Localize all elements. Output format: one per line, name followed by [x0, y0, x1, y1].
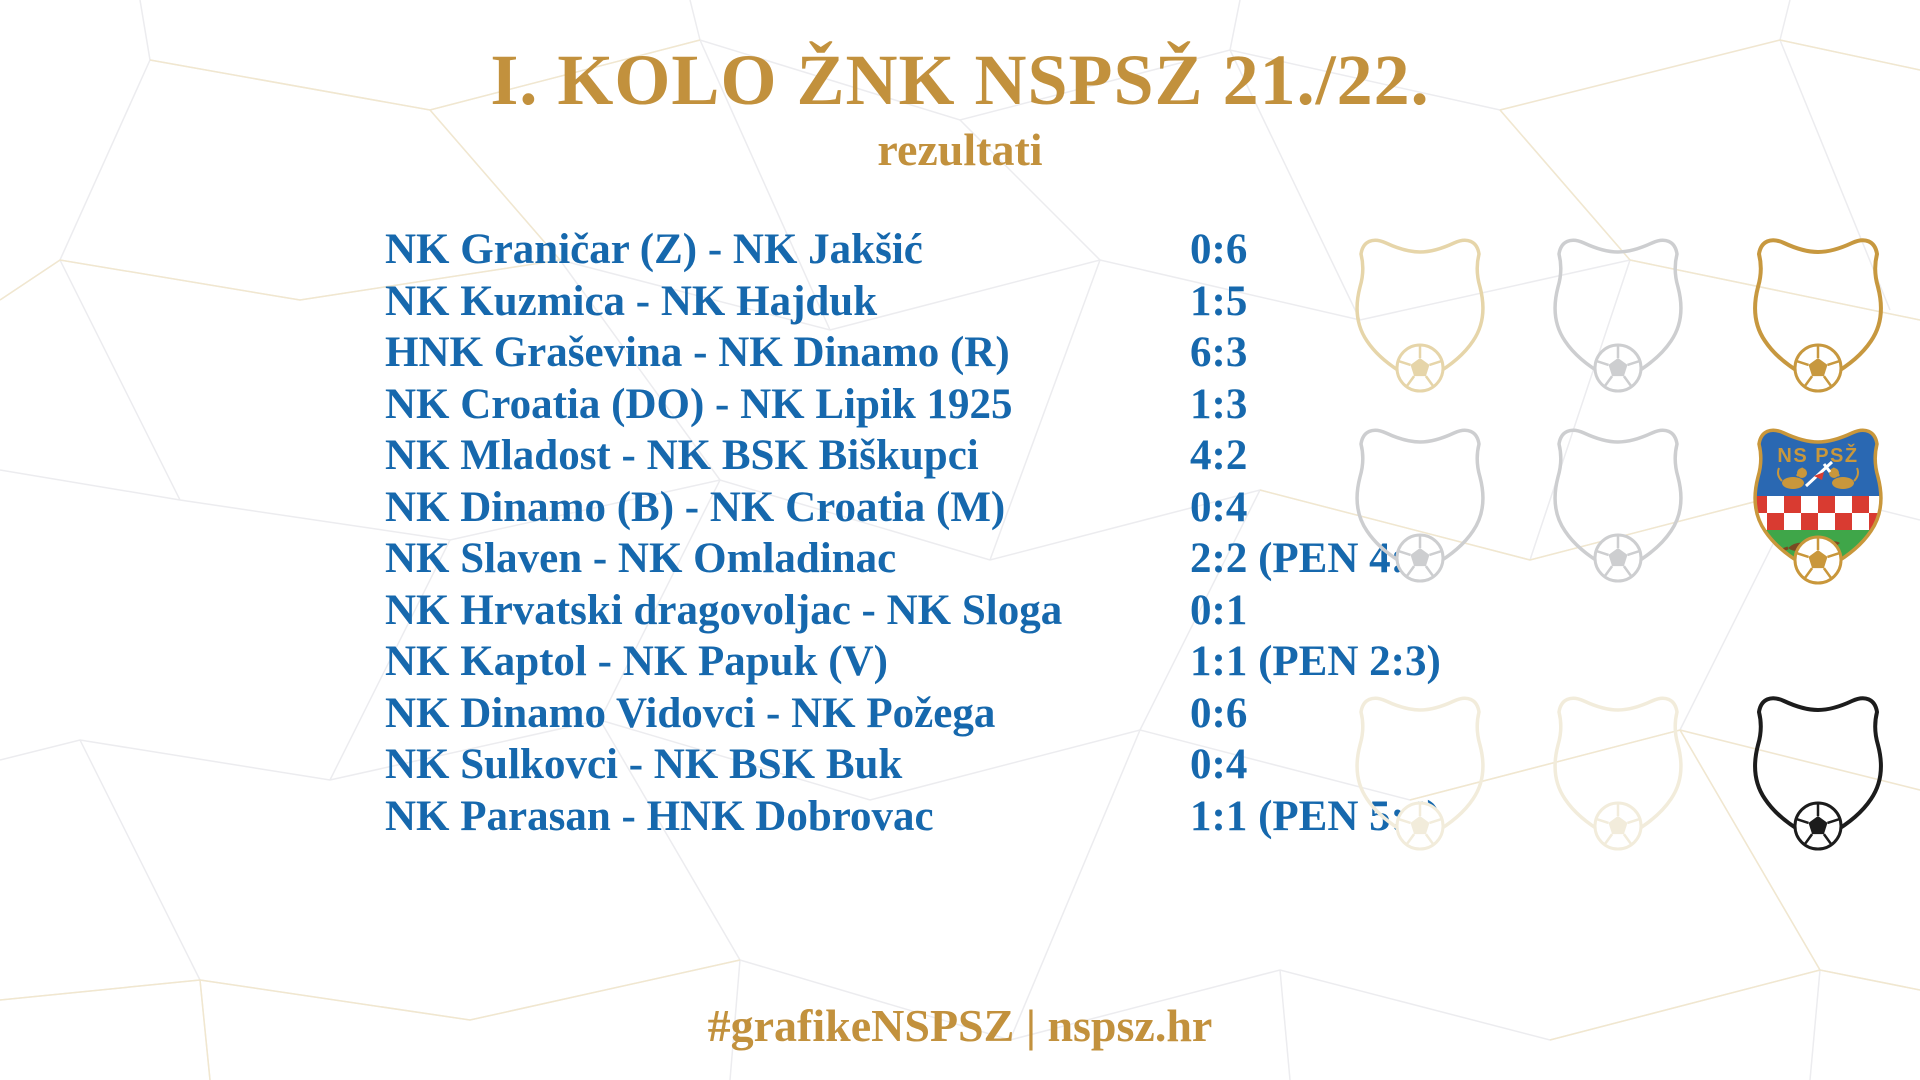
club-badge-icon: [1748, 228, 1888, 398]
footer-text: #grafikeNSPSZ | nspsz.hr: [707, 1000, 1213, 1051]
match-row: NK Mladost - NK BSK Biškupci 4:2: [385, 430, 1485, 482]
match-teams: NK Parasan - HNK Dobrovac: [385, 792, 934, 840]
match-row: NK Kaptol - NK Papuk (V) 1:1 (PEN 2:3): [385, 636, 1485, 688]
club-badge-icon: [1350, 228, 1490, 398]
lion-right-icon: [1829, 467, 1859, 489]
match-row: NK Kuzmica - NK Hajduk 1:5: [385, 276, 1485, 328]
match-score: 4:2: [1190, 432, 1248, 479]
match-teams: NK Dinamo (B) - NK Croatia (M): [385, 483, 1006, 531]
club-badge-icon: NS PSŽ: [1748, 418, 1888, 588]
club-badge-icon: [1748, 686, 1888, 856]
match-teams: HNK Graševina - NK Dinamo (R): [385, 329, 1010, 376]
soccer-ball-icon: [1593, 533, 1643, 583]
soccer-ball-icon: [1395, 533, 1445, 583]
match-teams: NK Kaptol - NK Papuk (V): [385, 638, 888, 685]
match-row: NK Graničar (Z) - NK Jakšić 0:6: [385, 224, 1485, 276]
soccer-ball-icon: [1593, 801, 1643, 851]
match-row: HNK Graševina - NK Dinamo (R) 6:3: [385, 327, 1485, 379]
match-teams: NK Mladost - NK BSK Biškupci: [385, 432, 979, 479]
match-score: 0:6: [1190, 689, 1248, 737]
club-badge-icon: [1548, 228, 1688, 398]
match-row: NK Slaven - NK Omladinac 2:2 (PEN 4:5): [385, 533, 1485, 585]
nspsz-crest: NS PSŽ: [1753, 428, 1883, 585]
results-list: NK Graničar (Z) - NK Jakšić 0:6 NK Kuzmica…: [385, 224, 1485, 842]
match-score: 0:6: [1190, 226, 1248, 273]
match-teams: NK Kuzmica - NK Hajduk: [385, 277, 878, 325]
match-score: 1:3: [1190, 380, 1248, 428]
club-badge-icon: [1548, 686, 1688, 856]
match-row: NK Croatia (DO) - NK Lipik 1925 1:3: [385, 379, 1485, 431]
page-subtitle: rezultati: [877, 124, 1043, 175]
club-badge-icon: [1548, 418, 1688, 588]
match-row: NK Hrvatski dragovoljac - NK Sloga 0:1: [385, 585, 1485, 637]
match-score: 0:1: [1190, 586, 1248, 634]
match-teams: NK Dinamo Vidovci - NK Požega: [385, 689, 996, 737]
club-badge-icon: [1350, 686, 1490, 856]
soccer-ball-icon: [1395, 801, 1445, 851]
crest-label: NS PSŽ: [1777, 443, 1858, 467]
soccer-ball-icon: [1395, 343, 1445, 393]
match-teams: NK Sulkovci - NK BSK Buk: [385, 741, 903, 788]
match-score: 0:4: [1190, 741, 1248, 788]
match-teams: NK Graničar (Z) - NK Jakšić: [385, 226, 923, 273]
soccer-ball-icon: [1593, 343, 1643, 393]
soccer-ball-icon: [1793, 801, 1843, 851]
lion-left-icon: [1777, 467, 1807, 489]
match-row: NK Dinamo Vidovci - NK Požega 0:6: [385, 688, 1485, 740]
match-row: NK Dinamo (B) - NK Croatia (M) 0:4: [385, 482, 1485, 534]
club-badge-icon: [1350, 418, 1490, 588]
match-row: NK Sulkovci - NK BSK Buk 0:4: [385, 739, 1485, 791]
match-row: NK Parasan - HNK Dobrovac 1:1 (PEN 5:4): [385, 791, 1485, 843]
match-teams: NK Slaven - NK Omladinac: [385, 535, 897, 582]
soccer-ball-icon: [1793, 535, 1843, 585]
page-title: I. KOLO ŽNK NSPSŽ 21./22.: [490, 40, 1430, 120]
soccer-ball-icon: [1793, 343, 1843, 393]
match-score: 6:3: [1190, 329, 1248, 376]
match-score: 1:1 (PEN 2:3): [1190, 638, 1441, 685]
match-teams: NK Hrvatski dragovoljac - NK Sloga: [385, 586, 1063, 634]
match-score: 0:4: [1190, 483, 1248, 531]
match-teams: NK Croatia (DO) - NK Lipik 1925: [385, 380, 1013, 428]
match-score: 1:5: [1190, 277, 1248, 325]
